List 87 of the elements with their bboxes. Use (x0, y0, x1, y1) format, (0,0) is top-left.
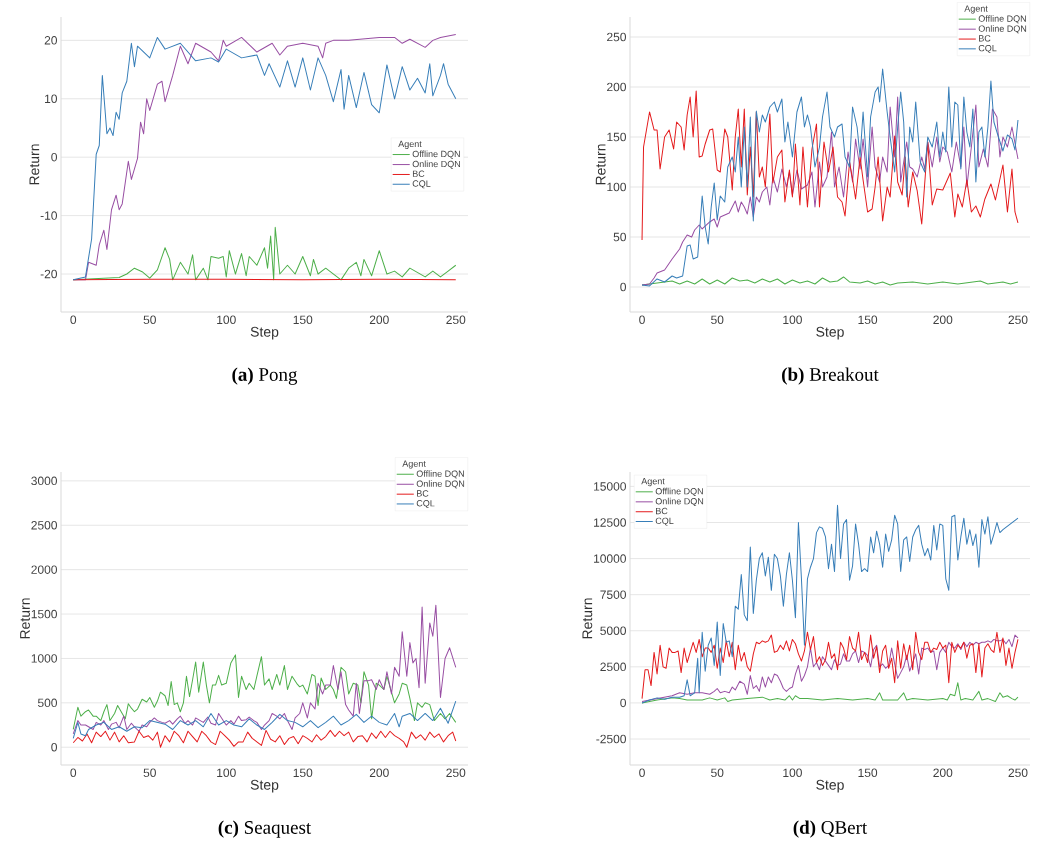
x-tick-label: 100 (217, 315, 236, 325)
y-tick-label: 150 (607, 132, 627, 142)
legend-label: BC (656, 507, 668, 515)
y-tick-label: 10000 (594, 554, 626, 563)
x-tick-label: 150 (293, 768, 313, 778)
line-series (641, 504, 1019, 704)
x-tick-label: 250 (1008, 768, 1028, 778)
y-tick-label: -20 (40, 269, 58, 279)
text: (c) Seaquest (218, 820, 312, 838)
x-tick-label: 100 (217, 768, 236, 778)
legend-label: Offline DQN (416, 470, 464, 479)
x-tick-label: 0 (639, 315, 645, 325)
y-tick-label: 0 (51, 742, 58, 752)
x-tick-label: 250 (446, 768, 466, 778)
x-tick-label: 200 (369, 768, 389, 778)
legend-label: Offline DQN (655, 487, 703, 497)
x-axis-title: Step (816, 779, 844, 793)
x-tick-label: 50 (143, 768, 156, 778)
line-series (72, 729, 457, 748)
y-tick-label: 2000 (31, 565, 58, 574)
legend-title: Agent (402, 460, 426, 469)
x-tick-label: 150 (858, 315, 878, 325)
y-tick-label: 0 (620, 698, 627, 708)
y-tick-label: 1000 (31, 654, 58, 663)
x-tick-label: 50 (711, 768, 724, 778)
x-tick-label: 100 (783, 315, 802, 325)
legend-label: Online DQN (655, 497, 704, 507)
legend-label: BC (417, 490, 429, 497)
x-axis-title: Step (250, 779, 279, 793)
legend-title: Agent (964, 5, 988, 14)
legend-label: Online DQN (412, 160, 460, 169)
x-tick-label: 200 (933, 315, 953, 325)
legend-label: Online DQN (978, 25, 1027, 34)
x-axis-title: Step (250, 326, 279, 340)
x-tick-label: 200 (369, 315, 389, 325)
legend-label: BC (979, 35, 991, 42)
y-tick-label: 2500 (31, 521, 58, 530)
y-tick-label: 500 (37, 698, 58, 708)
legend-label: CQL (412, 180, 431, 189)
y-axis-title: Return (20, 598, 30, 639)
y-tick-label: 10 (45, 94, 58, 104)
y-tick-label: 3000 (31, 476, 58, 486)
x-tick-label: 150 (293, 315, 313, 325)
legend-label: BC (412, 170, 425, 177)
y-tick-label: 2500 (600, 662, 627, 672)
y-tick-label: 1500 (31, 609, 58, 619)
legend-label: CQL (416, 500, 435, 509)
y-tick-label: 15000 (594, 482, 626, 491)
y-tick-label: 5000 (600, 626, 627, 635)
y-tick-label: -10 (40, 211, 58, 220)
line-series (72, 654, 457, 730)
y-tick-label: 0 (51, 152, 58, 162)
x-tick-label: 0 (70, 768, 77, 778)
x-tick-label: 250 (1008, 315, 1028, 325)
y-tick-label: 12500 (594, 518, 626, 527)
x-tick-label: 50 (143, 315, 156, 325)
legend-title: Agent (641, 478, 665, 487)
legend-title: Agent (398, 140, 422, 149)
text: (b) Breakout (782, 367, 879, 385)
legend-label: Offline DQN (978, 15, 1026, 24)
x-tick-label: 200 (933, 768, 953, 778)
line-series (641, 90, 1019, 241)
x-tick-label: 50 (711, 315, 724, 325)
y-tick-label: 50 (613, 232, 627, 242)
x-axis-title: Step (816, 326, 844, 340)
x-tick-label: 250 (446, 315, 466, 325)
text: (d) QBert (793, 820, 868, 838)
legend-label: CQL (978, 44, 997, 53)
x-tick-label: 100 (783, 768, 802, 778)
legend-label: Online DQN (416, 480, 465, 489)
line-series (72, 604, 457, 735)
text: (a) Pong (232, 367, 298, 385)
y-axis-title: Return (595, 144, 606, 185)
x-tick-label: 0 (70, 315, 77, 325)
y-axis-title: Return (29, 144, 40, 185)
y-tick-label: 7500 (600, 590, 627, 599)
y-tick-label: 100 (607, 182, 627, 192)
legend-label: Offline DQN (412, 150, 460, 159)
y-tick-label: 250 (607, 32, 627, 42)
y-tick-label: -2500 (596, 734, 627, 744)
legend-label: CQL (655, 517, 674, 526)
y-axis-title: Return (582, 598, 593, 639)
y-tick-label: 0 (620, 282, 627, 292)
y-tick-label: 200 (607, 82, 627, 92)
y-tick-label: 20 (44, 36, 58, 45)
x-tick-label: 150 (858, 768, 878, 778)
x-tick-label: 0 (639, 768, 645, 778)
